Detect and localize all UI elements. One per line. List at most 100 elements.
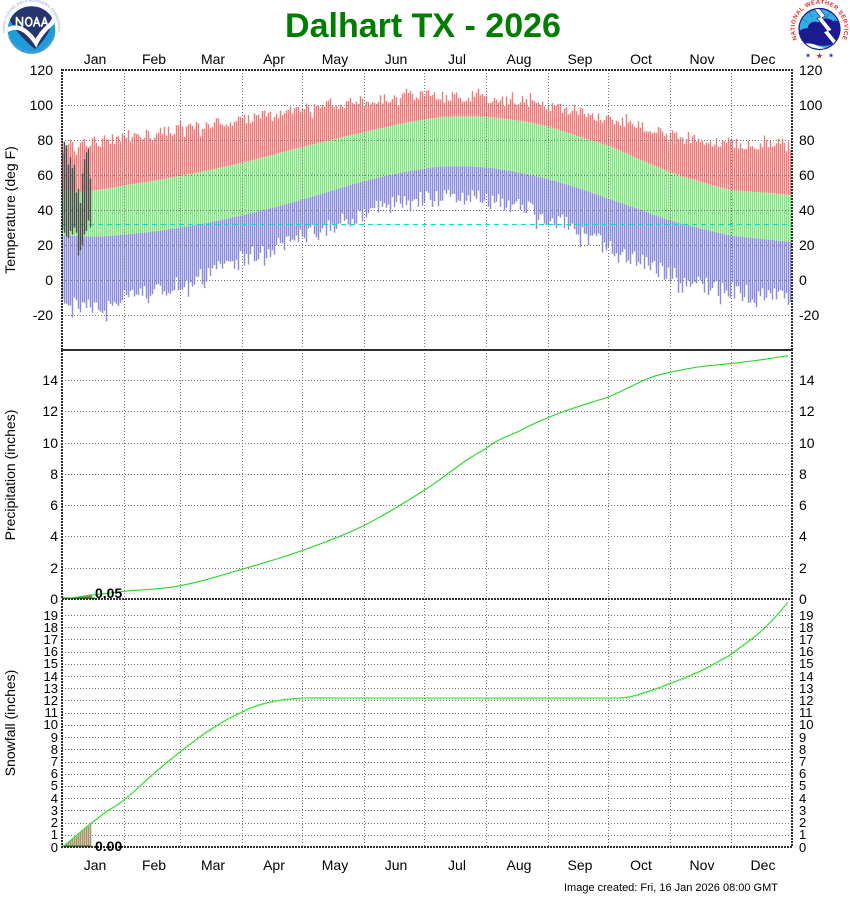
svg-text:1: 1 <box>51 827 58 842</box>
svg-text:8: 8 <box>50 466 58 482</box>
svg-text:Mar: Mar <box>201 51 225 67</box>
svg-text:Oct: Oct <box>630 857 652 873</box>
svg-text:6: 6 <box>50 497 58 513</box>
svg-text:Sep: Sep <box>568 51 593 67</box>
svg-text:16: 16 <box>799 644 813 659</box>
svg-text:3: 3 <box>51 803 58 818</box>
svg-text:100: 100 <box>799 97 823 113</box>
svg-text:6: 6 <box>799 766 806 781</box>
svg-text:10: 10 <box>799 717 813 732</box>
svg-text:7: 7 <box>51 754 58 769</box>
svg-text:3: 3 <box>799 803 806 818</box>
svg-text:14: 14 <box>799 372 815 388</box>
svg-text:0: 0 <box>799 272 807 288</box>
svg-text:17: 17 <box>799 632 813 647</box>
svg-text:-20: -20 <box>33 307 53 323</box>
svg-text:100: 100 <box>30 97 54 113</box>
svg-text:Jun: Jun <box>385 51 408 67</box>
svg-text:Oct: Oct <box>630 51 652 67</box>
svg-text:10: 10 <box>42 435 58 451</box>
svg-text:0: 0 <box>799 840 806 855</box>
svg-text:Image created: Fri, 16 Jan 202: Image created: Fri, 16 Jan 2026 08:00 GM… <box>564 882 778 894</box>
svg-text:Apr: Apr <box>263 857 285 873</box>
svg-text:4: 4 <box>50 528 58 544</box>
svg-text:Feb: Feb <box>142 857 166 873</box>
svg-text:0: 0 <box>45 272 53 288</box>
svg-text:6: 6 <box>799 497 807 513</box>
svg-text:Nov: Nov <box>690 857 715 873</box>
svg-text:18: 18 <box>799 620 813 635</box>
svg-text:8: 8 <box>799 466 807 482</box>
svg-text:May: May <box>322 857 348 873</box>
svg-text:Dec: Dec <box>751 51 776 67</box>
svg-text:9: 9 <box>799 730 806 745</box>
svg-text:Nov: Nov <box>690 51 715 67</box>
svg-text:★: ★ <box>828 52 834 60</box>
svg-text:0: 0 <box>50 591 58 607</box>
svg-text:-20: -20 <box>799 307 819 323</box>
svg-text:★: ★ <box>805 52 811 60</box>
svg-text:Jun: Jun <box>385 857 408 873</box>
svg-text:19: 19 <box>44 608 58 623</box>
svg-text:2: 2 <box>51 815 58 830</box>
svg-text:60: 60 <box>799 167 815 183</box>
svg-text:2: 2 <box>799 815 806 830</box>
svg-text:40: 40 <box>37 202 53 218</box>
svg-text:5: 5 <box>799 778 806 793</box>
svg-text:10: 10 <box>44 717 58 732</box>
svg-text:12: 12 <box>799 693 813 708</box>
svg-text:Dec: Dec <box>751 857 776 873</box>
svg-text:120: 120 <box>799 62 823 78</box>
svg-text:40: 40 <box>799 202 815 218</box>
svg-text:8: 8 <box>799 742 806 757</box>
svg-text:May: May <box>322 51 348 67</box>
svg-text:Jan: Jan <box>84 857 107 873</box>
svg-text:Dalhart TX - 2026: Dalhart TX - 2026 <box>285 7 561 45</box>
svg-text:60: 60 <box>37 167 53 183</box>
svg-text:Temperature (deg F): Temperature (deg F) <box>2 146 18 274</box>
svg-text:Mar: Mar <box>201 857 225 873</box>
svg-text:Feb: Feb <box>142 51 166 67</box>
svg-text:4: 4 <box>799 791 806 806</box>
svg-text:0: 0 <box>51 840 58 855</box>
svg-text:15: 15 <box>44 656 58 671</box>
svg-text:9: 9 <box>51 730 58 745</box>
svg-text:18: 18 <box>44 620 58 635</box>
svg-text:20: 20 <box>37 237 53 253</box>
svg-text:2: 2 <box>799 560 807 576</box>
svg-text:4: 4 <box>799 528 807 544</box>
svg-text:10: 10 <box>799 435 815 451</box>
svg-text:14: 14 <box>799 669 813 684</box>
svg-text:13: 13 <box>44 681 58 696</box>
svg-text:Jul: Jul <box>448 857 466 873</box>
svg-text:0: 0 <box>799 591 807 607</box>
svg-text:6: 6 <box>51 766 58 781</box>
svg-text:20: 20 <box>799 237 815 253</box>
svg-text:80: 80 <box>799 132 815 148</box>
svg-text:17: 17 <box>44 632 58 647</box>
svg-text:11: 11 <box>45 705 59 720</box>
svg-text:★: ★ <box>816 52 823 61</box>
svg-text:11: 11 <box>799 705 813 720</box>
svg-text:Jul: Jul <box>448 51 466 67</box>
svg-text:Precipitation (inches): Precipitation (inches) <box>2 410 18 541</box>
svg-text:2: 2 <box>50 560 58 576</box>
svg-text:Apr: Apr <box>263 51 285 67</box>
svg-text:14: 14 <box>44 669 58 684</box>
svg-text:Aug: Aug <box>507 51 532 67</box>
svg-text:Jan: Jan <box>84 51 107 67</box>
svg-text:13: 13 <box>799 681 813 696</box>
svg-text:Sep: Sep <box>568 857 593 873</box>
svg-text:4: 4 <box>51 791 58 806</box>
svg-text:15: 15 <box>799 656 813 671</box>
svg-text:7: 7 <box>799 754 806 769</box>
svg-text:12: 12 <box>799 403 815 419</box>
svg-text:0.05: 0.05 <box>95 585 122 601</box>
svg-text:19: 19 <box>799 608 813 623</box>
svg-text:5: 5 <box>51 778 58 793</box>
svg-text:14: 14 <box>42 372 58 388</box>
svg-text:12: 12 <box>42 403 58 419</box>
svg-text:12: 12 <box>44 693 58 708</box>
svg-text:16: 16 <box>44 644 58 659</box>
svg-text:120: 120 <box>30 62 54 78</box>
